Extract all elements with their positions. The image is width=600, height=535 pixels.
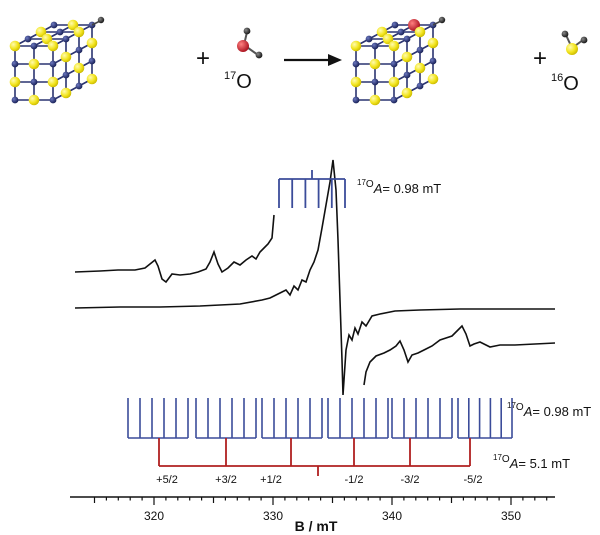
mi-label: +3/2 [215,474,237,486]
metal-atom [397,28,405,36]
metal-atom [49,96,57,104]
oxygen-atom [73,62,85,74]
plus-sign-2: + [533,45,547,72]
water-16o-molecule [561,30,588,55]
oxygen-atom [67,19,79,31]
nuclear-spin-labels: +5/2 +3/2 +1/2 -1/2 -3/2 -5/2 [156,474,482,486]
axis-tick-label: 340 [382,509,402,523]
stick-pattern-top [278,170,346,208]
metal-atom [371,78,379,86]
metal-atom [365,35,373,43]
lattice-atoms [9,19,98,106]
oxygen-atom [41,33,53,45]
oxygen-atom [60,51,72,63]
metal-atom [50,21,58,29]
epr-spectrum: 17OA= 0.98 mT 17OA= 0.98 mT 17OA= 5.1 mT… [70,159,591,534]
mi-label: +5/2 [156,474,178,486]
metal-atom [390,60,398,68]
oxygen-atom [35,26,47,38]
stick-pattern-bottom [127,398,513,439]
oxygen-atom [28,58,40,70]
metal-atom [390,96,398,104]
oxygen-atom [350,40,362,52]
metal-atom [75,82,83,90]
spectrum-trace-main [74,159,555,396]
mi-label: +1/2 [260,474,282,486]
metal-atom [62,35,70,43]
isotope-label-17o: 17O [224,70,252,93]
oxide-cluster-product [350,16,446,106]
oxygen-atom [60,87,72,99]
metal-atom [49,60,57,68]
oxygen-atom [86,73,98,85]
oxygen-atom [401,51,413,63]
hyperfine-mid-label: 17OA= 0.98 mT [507,401,591,419]
metal-atom [352,60,360,68]
oxygen-atom [376,26,388,38]
lattice-atoms [350,19,439,106]
oxide-cluster-reactant [9,16,105,106]
oxygen-atom [414,62,426,74]
oxygen-atom [28,94,40,106]
water-17o-molecule [237,27,263,59]
metal-atom [352,96,360,104]
oxygen-atom [9,40,21,52]
metal-atom [403,35,411,43]
hydrogen-atom [97,16,105,24]
metal-atom [403,71,411,79]
metal-atom [391,21,399,29]
axis-tick-label: 320 [144,509,164,523]
oxygen-atom [369,94,381,106]
isotope-label-16o: 16O [551,72,579,95]
stick-pattern-red [158,438,471,476]
oxygen-atom [414,26,426,38]
oxygen-atom [47,76,59,88]
plus-sign-1: + [196,45,210,72]
oxygen-atom [73,26,85,38]
oxygen-atom [382,33,394,45]
oxygen-atom [9,76,21,88]
metal-atom [62,71,70,79]
mi-label: -3/2 [401,474,420,486]
metal-atom [416,46,424,54]
x-axis-title: B / mT [295,518,338,534]
oxygen-atom [47,40,59,52]
reaction-arrow [284,54,342,66]
mi-label: -5/2 [464,474,483,486]
oxygen-atom [388,76,400,88]
spectrum-trace-lower-right [363,324,556,386]
axis-tick-label: 350 [501,509,521,523]
metal-atom [56,28,64,36]
oxygen-atom [427,37,439,49]
metal-atom [371,42,379,50]
metal-atom [416,82,424,90]
oxygen-atom [86,37,98,49]
hydrogen-atom [438,16,446,24]
metal-atom [30,42,38,50]
oxygen-atom [401,87,413,99]
reaction-scheme: + 17O + 16O [9,16,588,106]
metal-atom [11,96,19,104]
oxygen-atom [388,40,400,52]
axis-tick-label: 330 [263,509,283,523]
oxygen-atom [427,73,439,85]
metal-atom [75,46,83,54]
oxygen-atom [369,58,381,70]
spectrum-trace-upper-left [74,214,275,284]
hyperfine-bottom-label: 17OA= 5.1 mT [493,453,570,471]
oxygen-atom [350,76,362,88]
mi-label: -1/2 [345,474,364,486]
x-axis-ticks: 320 330 340 350 [93,497,548,523]
metal-atom [429,57,437,65]
metal-atom [88,57,96,65]
metal-atom [11,60,19,68]
metal-atom [24,35,32,43]
metal-atom [30,78,38,86]
hyperfine-top-label: 17OA= 0.98 mT [357,178,441,196]
